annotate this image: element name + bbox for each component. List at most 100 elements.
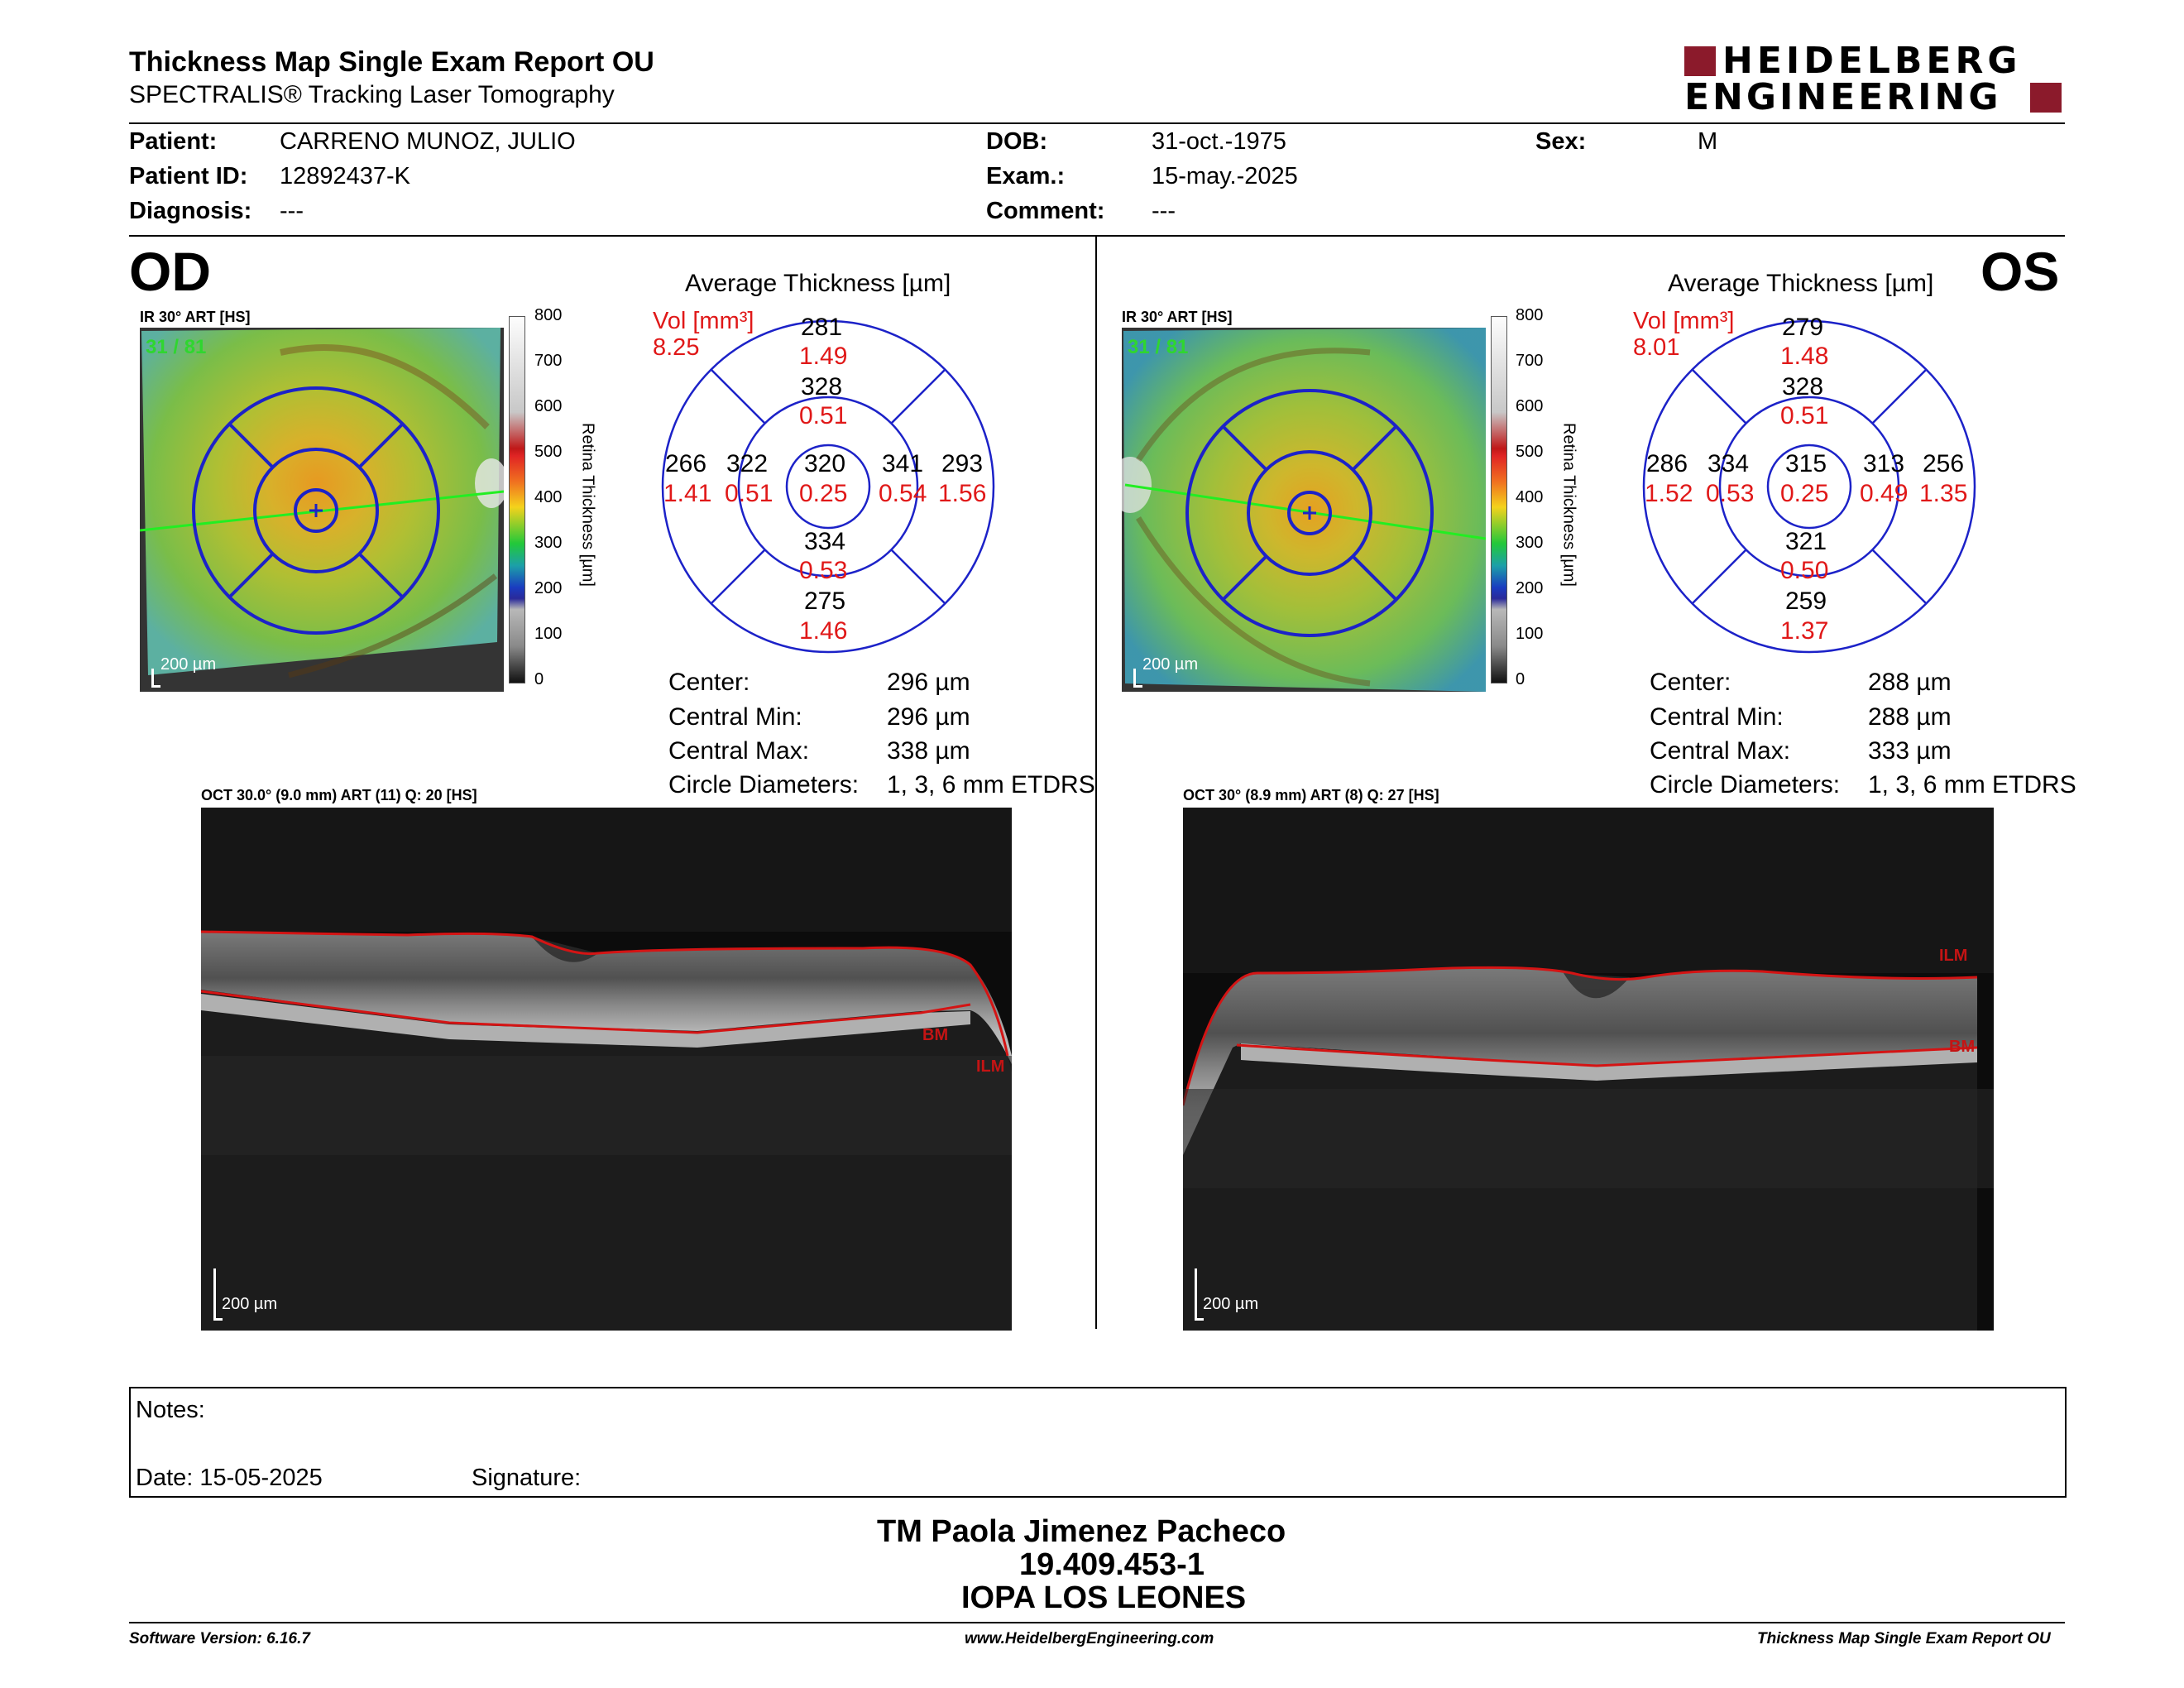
os-inner-right-thickness: 313 xyxy=(1863,450,1905,477)
od-outer-superior-volume: 1.49 xyxy=(799,343,848,370)
signer-rut: 19.409.453-1 xyxy=(1019,1547,1205,1582)
os-fundus-image xyxy=(1122,328,1486,692)
od-colorbar-title: Retina Thickness [µm] xyxy=(578,423,597,587)
od-etdrs-grid-overlay xyxy=(140,386,504,635)
date-label: Date: 15-05-2025 xyxy=(136,1465,323,1491)
os-etdrs-grid-overlay xyxy=(1124,389,1486,637)
os-outer-inferior-thickness: 259 xyxy=(1785,587,1827,615)
os-vol-value: 8.01 xyxy=(1633,334,1680,361)
od-colorbar xyxy=(509,316,525,683)
od-outer-left-volume: 1.41 xyxy=(663,480,712,507)
notes-box[interactable] xyxy=(129,1387,2067,1498)
os-inner-right-volume: 0.49 xyxy=(1860,480,1909,507)
heidelberg-logo: HEIDELBERG ENGINEERING xyxy=(1684,40,2065,118)
patient-label: Patient: xyxy=(129,128,218,155)
os-center-volume: 0.25 xyxy=(1780,480,1829,507)
od-inner-left-volume: 0.51 xyxy=(725,480,774,507)
od-inner-right-thickness: 341 xyxy=(882,450,924,477)
od-inner-left-thickness: 322 xyxy=(726,450,769,477)
od-oct-scale: 200 µm xyxy=(222,1295,278,1313)
od-bm-label: BM xyxy=(922,1026,949,1044)
od-vol-label: Vol [mm³] xyxy=(653,308,754,334)
os-oct-bscan xyxy=(1183,808,1994,1331)
os-vol-label: Vol [mm³] xyxy=(1633,308,1735,334)
od-inner-inferior-volume: 0.53 xyxy=(799,557,848,584)
od-ilm-label: ILM xyxy=(976,1057,1005,1076)
signer-org: IOPA LOS LEONES xyxy=(961,1580,1247,1615)
dob-value: 31-oct.-1975 xyxy=(1152,128,1286,155)
os-colorbar-title: Retina Thickness [µm] xyxy=(1559,423,1578,587)
os-outer-inferior-volume: 1.37 xyxy=(1780,617,1829,645)
od-inner-superior-volume: 0.51 xyxy=(799,402,848,429)
od-inner-right-volume: 0.54 xyxy=(879,480,927,507)
notes-label: Notes: xyxy=(136,1397,205,1423)
os-center-thickness: 315 xyxy=(1785,450,1827,477)
comment-value: --- xyxy=(1152,198,1176,224)
od-oct-scalebar xyxy=(213,1268,223,1321)
diagnosis-value: --- xyxy=(280,198,304,224)
od-outer-inferior-thickness: 275 xyxy=(804,587,846,615)
od-inner-inferior-thickness: 334 xyxy=(804,528,846,555)
od-fundus-scalebar xyxy=(151,669,160,688)
os-fundus-scale: 200 µm xyxy=(1142,655,1199,674)
os-inner-superior-thickness: 328 xyxy=(1782,373,1824,400)
os-colorbar xyxy=(1491,316,1507,683)
os-ir-label: IR 30° ART [HS] xyxy=(1122,309,1233,325)
os-inner-superior-volume: 0.51 xyxy=(1780,402,1829,429)
os-bm-label: BM xyxy=(1949,1038,1976,1056)
od-oct-label: OCT 30.0° (9.0 mm) ART (11) Q: 20 [HS] xyxy=(201,787,477,803)
od-outer-right-volume: 1.56 xyxy=(938,480,987,507)
od-vol-value: 8.25 xyxy=(653,334,700,361)
diagnosis-label: Diagnosis: xyxy=(129,198,252,224)
os-outer-superior-volume: 1.48 xyxy=(1780,343,1829,370)
od-frame-count: 31 / 81 xyxy=(146,336,207,358)
os-ilm-label: ILM xyxy=(1939,947,1968,965)
os-frame-count: 31 / 81 xyxy=(1128,336,1189,358)
os-outer-right-volume: 1.35 xyxy=(1919,480,1968,507)
sex-value: M xyxy=(1698,128,1718,155)
patient-id-label: Patient ID: xyxy=(129,163,248,189)
od-inner-superior-thickness: 328 xyxy=(801,373,843,400)
comment-label: Comment: xyxy=(986,198,1105,224)
od-outer-inferior-volume: 1.46 xyxy=(799,617,848,645)
report-title: Thickness Map Single Exam Report OU xyxy=(129,46,654,78)
od-center-volume: 0.25 xyxy=(799,480,848,507)
patient-name: CARRENO MUNOZ, JULIO xyxy=(280,128,576,155)
od-ir-label: IR 30° ART [HS] xyxy=(140,309,251,325)
os-eye-label: OS xyxy=(1980,241,2060,302)
os-inner-inferior-volume: 0.50 xyxy=(1780,557,1829,584)
os-inner-left-thickness: 334 xyxy=(1707,450,1750,477)
od-outer-left-thickness: 266 xyxy=(665,450,707,477)
od-fundus-scale: 200 µm xyxy=(160,655,217,674)
od-etdrs-chart xyxy=(661,319,995,654)
os-outer-superior-thickness: 279 xyxy=(1782,314,1824,341)
os-outer-right-thickness: 256 xyxy=(1923,450,1965,477)
exam-value: 15-may.-2025 xyxy=(1152,163,1298,189)
os-oct-scale: 200 µm xyxy=(1203,1295,1259,1313)
footer-software: Software Version: 6.16.7 xyxy=(129,1630,310,1647)
os-avg-title: Average Thickness [µm] xyxy=(1668,270,1934,297)
footer-report-name: Thickness Map Single Exam Report OU xyxy=(1757,1630,2051,1647)
od-outer-right-thickness: 293 xyxy=(941,450,984,477)
od-outer-superior-thickness: 281 xyxy=(801,314,843,341)
os-fundus-scalebar xyxy=(1133,669,1142,688)
os-outer-left-thickness: 286 xyxy=(1646,450,1688,477)
os-oct-label: OCT 30° (8.9 mm) ART (8) Q: 27 [HS] xyxy=(1183,787,1439,803)
od-oct-bscan xyxy=(201,808,1012,1331)
signature-label: Signature: xyxy=(472,1465,582,1491)
os-outer-left-volume: 1.52 xyxy=(1645,480,1693,507)
os-oct-scalebar xyxy=(1195,1268,1204,1321)
od-avg-title: Average Thickness [µm] xyxy=(685,270,951,297)
patient-id: 12892437-K xyxy=(280,163,411,189)
od-eye-label: OD xyxy=(129,241,211,302)
sex-label: Sex: xyxy=(1535,128,1587,155)
os-inner-inferior-thickness: 321 xyxy=(1785,528,1827,555)
od-center-thickness: 320 xyxy=(804,450,846,477)
signer-name: TM Paola Jimenez Pacheco xyxy=(877,1514,1286,1549)
exam-label: Exam.: xyxy=(986,163,1066,189)
os-etdrs-chart xyxy=(1642,319,1976,654)
footer-url[interactable]: www.HeidelbergEngineering.com xyxy=(965,1630,1214,1647)
dob-label: DOB: xyxy=(986,128,1048,155)
report-subtitle: SPECTRALIS® Tracking Laser Tomography xyxy=(129,81,615,108)
os-inner-left-volume: 0.53 xyxy=(1706,480,1755,507)
